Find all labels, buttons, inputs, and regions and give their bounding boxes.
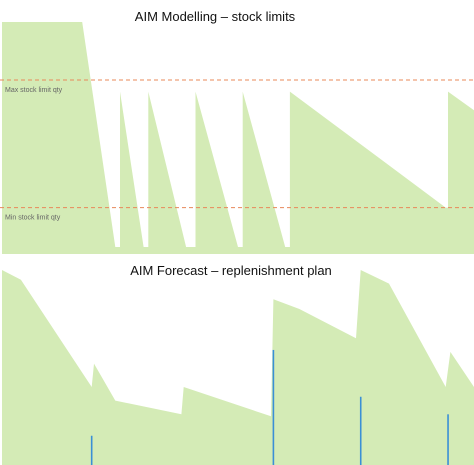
forecast-area-layer (2, 270, 474, 465)
stock-area (2, 270, 474, 465)
replenishment-plan-chart: AIM Forecast – replenishment plan (2, 263, 474, 465)
limit-label: Max stock limit qty (5, 87, 63, 94)
chart-title: AIM Forecast – replenishment plan (130, 263, 332, 278)
limit-label: Min stock limit qty (5, 215, 61, 222)
stock-area-layer (2, 22, 474, 254)
stock-limits-chart: AIM Modelling – stock limits Max stock l… (0, 9, 474, 254)
order-bar-layer (90, 349, 449, 465)
chart-title: AIM Modelling – stock limits (135, 9, 296, 24)
stock-area (2, 22, 474, 254)
stock-limit-lines: Max stock limit qty Min stock limit qty (0, 79, 474, 222)
